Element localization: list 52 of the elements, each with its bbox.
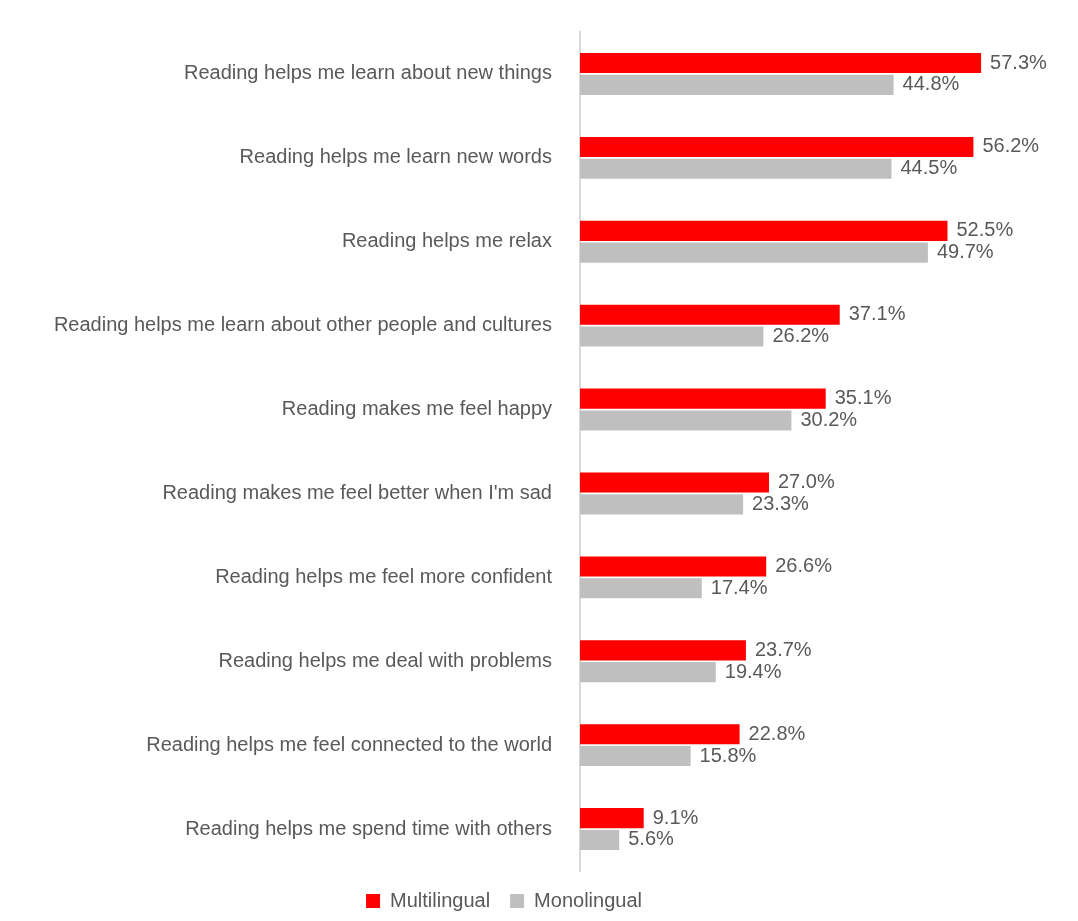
bar (580, 640, 746, 661)
data-label: 52.5% (956, 218, 1014, 241)
data-label: 44.5% (900, 156, 958, 179)
data-label: 30.2% (800, 407, 858, 430)
y-tick-label: Reading helps me learn about other people and cultures (53, 313, 552, 336)
y-tick-label: Reading helps me learn new words (239, 145, 552, 168)
y-tick-label: Reading helps me spend time with others (185, 816, 552, 839)
data-label: 26.2% (772, 324, 830, 347)
y-tick-label: Reading helps me feel more confident (215, 564, 553, 587)
data-label: 5.6% (628, 827, 674, 850)
bar (580, 74, 894, 95)
data-label: 35.1% (834, 386, 892, 409)
data-label: 57.3% (990, 50, 1048, 73)
data-label: 23.3% (752, 491, 810, 514)
data-label: 9.1% (652, 805, 699, 828)
y-tick-label: Reading helps me feel connected to the world (146, 732, 552, 755)
bar (580, 326, 764, 347)
y-tick-label: Reading makes me feel happy (281, 397, 552, 420)
bar (580, 220, 948, 241)
legend-label: Monolingual (534, 888, 642, 911)
bar (580, 472, 769, 493)
bar (580, 53, 982, 74)
bar (580, 388, 826, 409)
bar (580, 410, 792, 431)
bar (580, 808, 644, 829)
bar (580, 578, 702, 599)
data-label: 17.4% (710, 575, 768, 598)
data-label: 22.8% (748, 721, 806, 744)
data-label: 49.7% (936, 240, 994, 263)
bar (580, 662, 716, 683)
y-tick-label: Reading helps me deal with problems (218, 648, 552, 671)
bar (580, 304, 840, 325)
bar (580, 746, 691, 767)
data-label: 27.0% (778, 470, 835, 493)
bar (580, 242, 928, 263)
data-label: 37.1% (848, 302, 906, 325)
bar (580, 158, 892, 179)
data-label: 56.2% (982, 134, 1040, 157)
bar (580, 556, 767, 577)
data-label: 23.7% (754, 637, 812, 660)
legend-label: Multilingual (390, 888, 491, 911)
data-label: 15.8% (699, 743, 757, 766)
bar (580, 494, 744, 515)
data-label: 44.8% (902, 72, 960, 95)
y-tick-label: Reading makes me feel better when I'm sad (162, 480, 552, 503)
bar (580, 829, 620, 850)
y-tick-label: Reading helps me relax (341, 229, 552, 252)
data-label: 26.6% (775, 553, 833, 576)
bar (580, 724, 740, 745)
y-tick-label: Reading helps me learn about new things (183, 61, 552, 84)
bar (580, 136, 974, 157)
data-label: 19.4% (724, 659, 782, 682)
